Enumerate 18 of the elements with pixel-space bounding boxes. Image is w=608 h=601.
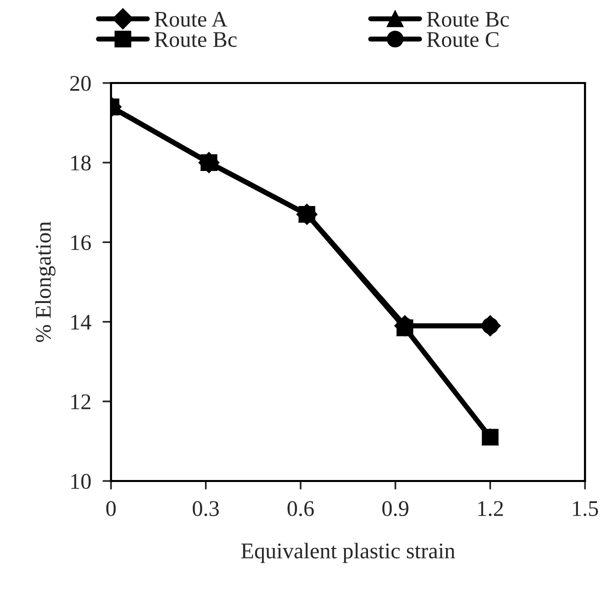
x-tick-label: 0.9 — [382, 501, 408, 516]
y-tick-label: 12 — [71, 394, 90, 410]
x-tick-label: 0.6 — [288, 501, 314, 516]
x-tick-label: 0 — [106, 501, 116, 516]
y-tick-label: 16 — [71, 235, 91, 250]
x-tick-label: 0.3 — [192, 501, 219, 516]
legend-label: Route A — [154, 12, 228, 27]
x-tick-label: 1.2 — [478, 501, 503, 516]
y-tick-label: 14 — [71, 314, 92, 330]
y-tick-label: 10 — [71, 474, 91, 489]
legend-label: Route C — [426, 32, 498, 48]
y-tick-label: 18 — [71, 156, 91, 171]
y-tick-label: 20 — [70, 76, 91, 91]
legend-label: Route Bc — [154, 32, 237, 48]
y-axis-title: % Elongation — [35, 222, 56, 342]
legend-label: Route Bc — [426, 12, 509, 27]
x-axis-title: Equivalent plastic strain — [241, 542, 456, 563]
x-tick-label: 1.5 — [573, 501, 598, 516]
